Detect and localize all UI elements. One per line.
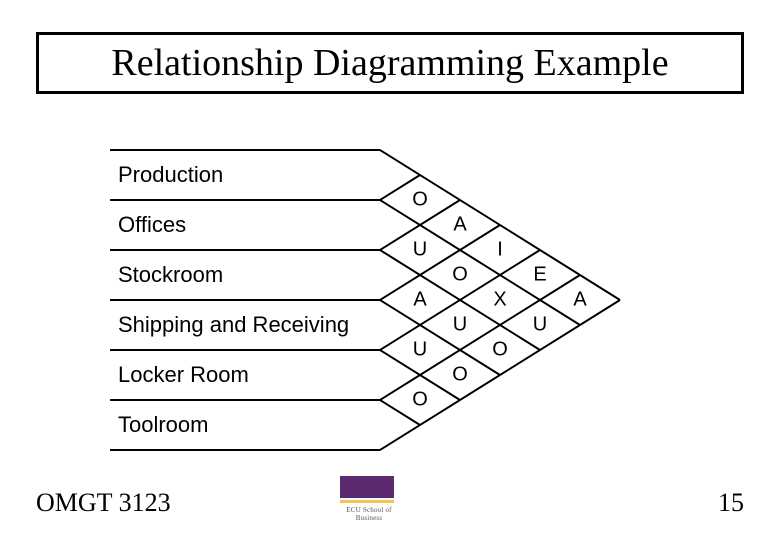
row-label: Production: [118, 162, 223, 187]
chart-line: [380, 200, 580, 325]
relationship-code: E: [533, 263, 546, 285]
row-label: Locker Room: [118, 362, 249, 387]
relationship-code: A: [573, 288, 587, 310]
chart-line: [380, 275, 580, 400]
course-code: OMGT 3123: [36, 488, 171, 518]
slide-title: Relationship Diagramming Example: [111, 41, 668, 85]
relationship-diagram: Production Offices Stockroom Shipping and R…: [60, 130, 720, 470]
logo-bar: [340, 500, 394, 503]
page-number: 15: [718, 488, 744, 518]
relationship-code: O: [412, 188, 428, 210]
relationship-code: O: [452, 363, 468, 385]
slide: Relationship Diagramming Example Product…: [0, 0, 780, 540]
chart-line: [380, 225, 500, 300]
relationship-code: U: [453, 313, 467, 335]
relationship-code: O: [412, 388, 428, 410]
relationship-code: A: [413, 288, 427, 310]
ecu-logo: ECU School of Business: [340, 476, 394, 522]
relationship-code: I: [497, 238, 503, 260]
logo-subtitle: ECU School of Business: [334, 506, 404, 522]
logo-block: [340, 476, 394, 498]
row-label: Offices: [118, 212, 186, 237]
relationship-code: X: [493, 288, 506, 310]
relationship-code: U: [533, 313, 547, 335]
row-label: Toolroom: [118, 412, 208, 437]
row-label: Stockroom: [118, 262, 223, 287]
diagram-svg: Production Offices Stockroom Shipping and R…: [60, 130, 720, 470]
title-box: Relationship Diagramming Example: [36, 32, 744, 94]
chart-line: [380, 300, 500, 375]
relationship-code: O: [452, 263, 468, 285]
relationship-code: U: [413, 338, 427, 360]
relationship-code: U: [413, 238, 427, 260]
relationship-code: O: [492, 338, 508, 360]
row-label: Shipping and Receiving: [118, 312, 349, 337]
relationship-code: A: [453, 213, 467, 235]
